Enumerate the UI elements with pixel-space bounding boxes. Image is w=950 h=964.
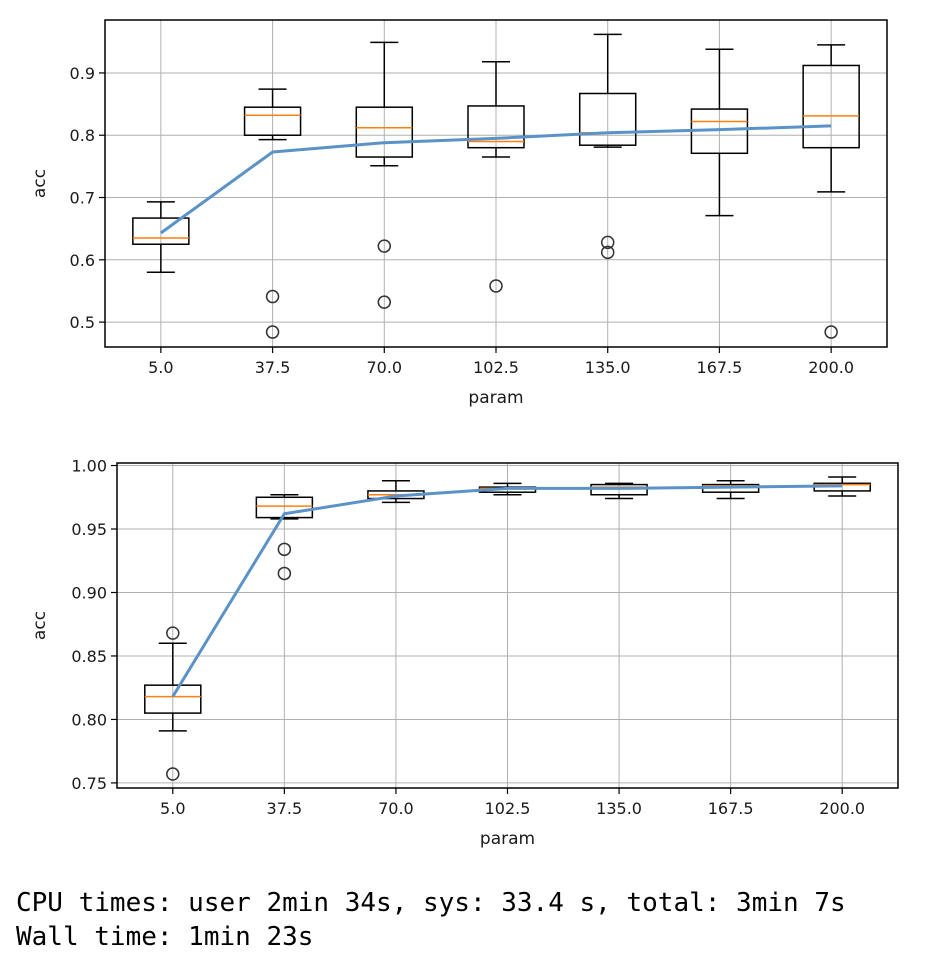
y-tick-label: 0.85 [71,647,107,666]
x-tick-label: 167.5 [697,358,743,377]
box-body [802,64,860,149]
box-body [243,106,302,136]
x-tick-label: 5.0 [160,799,185,818]
y-tick-label: 0.95 [71,520,107,539]
x-tick-label: 135.0 [596,799,642,818]
y-tick-label: 0.80 [71,710,107,729]
outlier-point [600,245,615,260]
box-body [132,217,190,245]
mean-line [171,484,843,698]
outlier-point [166,626,180,640]
y-tick-label: 0.75 [71,774,107,793]
x-tick-label: 167.5 [708,799,754,818]
outlier-point [600,235,615,250]
x-tick-label: 37.5 [255,358,291,377]
wall-time-text: Wall time: 1min 23s [16,922,314,952]
boxplot-top: 5.0 37.5 70.0 102.5 135.0 167.5 200.0 0.5 0.6 0.7… [30,19,888,408]
box-body [355,106,414,158]
x-tick-label: 200.0 [808,358,854,377]
outlier-point [489,279,503,293]
y-tick-label: 0.6 [70,251,95,270]
y-tick-label: 0.8 [70,126,95,145]
boxplot-bottom: 5.0 37.5 70.0 102.5 135.0 167.5 200.0 0.75 0.80 0… [30,457,899,849]
y-axis-label: acc [30,169,50,198]
cell-output: CPU times: user 2min 34s, sys: 33.4 s, t… [16,886,846,954]
outlier-point [377,239,392,253]
x-tick-label: 70.0 [378,799,414,818]
y-tick-label: 0.5 [70,313,95,332]
mean-line [159,124,832,235]
x-tick-label: 135.0 [585,358,631,377]
outlier-point [277,542,292,557]
x-tick-label: 37.5 [267,799,303,818]
outlier-point [166,767,180,781]
outlier-point [377,295,392,309]
x-axis-label: param [480,829,535,849]
outlier-point [265,289,280,304]
x-axis-label: param [468,388,523,408]
y-tick-label: 0.7 [70,189,95,208]
outlier-point [824,325,838,339]
x-tick-label: 102.5 [485,799,531,818]
x-tick-label: 200.0 [819,799,865,818]
box-body [144,684,202,714]
cpu-times-text: CPU times: user 2min 34s, sys: 33.4 s, t… [16,888,846,918]
x-tick-label: 5.0 [148,358,173,377]
x-tick-label: 102.5 [473,358,519,377]
box-body [467,105,525,149]
y-tick-label: 0.9 [70,64,95,83]
outlier-point [265,325,280,339]
y-tick-label: 0.90 [71,583,107,602]
box-body [578,92,637,146]
y-tick-label: 1.00 [71,457,107,476]
x-tick-label: 70.0 [366,358,402,377]
box-body [255,496,314,519]
y-axis-label: acc [30,611,50,640]
outlier-point [277,566,292,581]
